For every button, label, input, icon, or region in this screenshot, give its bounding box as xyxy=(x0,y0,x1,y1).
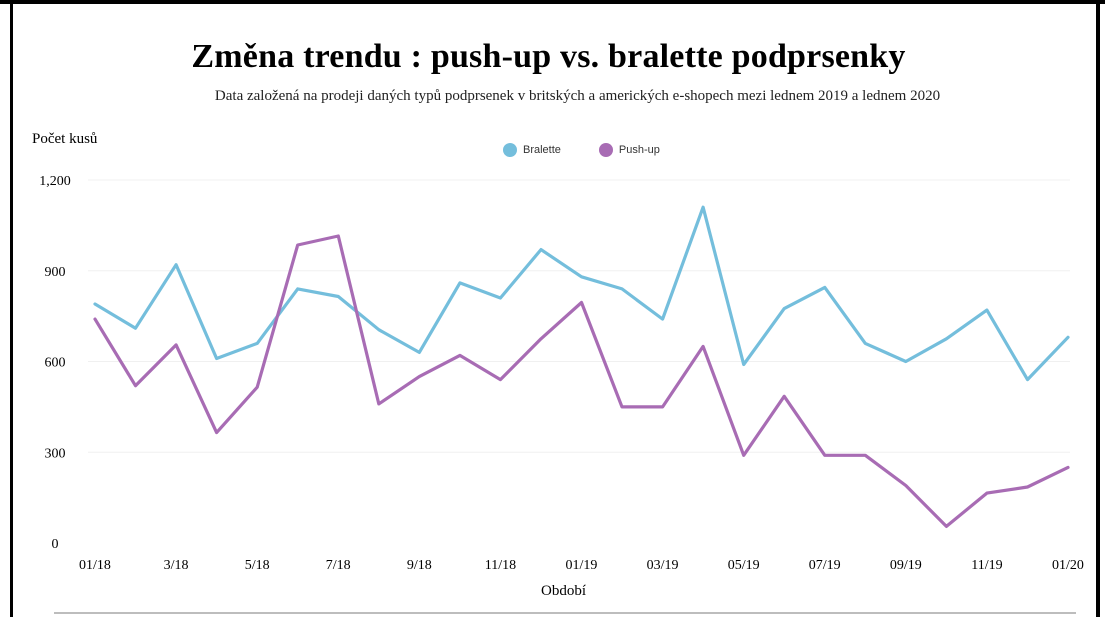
series-line-push-up xyxy=(93,234,1070,529)
x-tick-label: 3/18 xyxy=(164,558,189,573)
x-tick-label: 05/19 xyxy=(728,558,760,573)
legend-item-push-up[interactable]: Push-up xyxy=(598,143,660,157)
x-tick-label: 7/18 xyxy=(326,558,351,573)
series-line-bralette xyxy=(93,205,1070,382)
x-tick-label: 01/20 xyxy=(1052,558,1084,573)
y-tick-label: 900 xyxy=(45,265,66,280)
x-tick-label: 01/19 xyxy=(566,558,598,573)
frame-left-border xyxy=(10,0,13,617)
y-tick-label: 300 xyxy=(45,446,66,461)
chart-title: Změna trendu : push-up vs. bralette podp… xyxy=(191,38,906,75)
x-axis-label: Období xyxy=(541,583,586,599)
x-tick-label: 01/18 xyxy=(79,558,111,573)
x-tick-label: 9/18 xyxy=(407,558,432,573)
chart-legend: Bralette Push-up xyxy=(503,143,698,157)
x-tick-label: 07/19 xyxy=(809,558,841,573)
frame-top-border xyxy=(0,0,1105,4)
x-tick-label: 11/18 xyxy=(485,558,516,573)
chart-subtitle: Data založená na prodeji daných typů pod… xyxy=(214,88,941,104)
legend-label-bralette: Bralette xyxy=(523,144,561,156)
x-tick-label: 09/19 xyxy=(890,558,922,573)
y-tick-label: 0 xyxy=(52,537,59,552)
y-tick-label: 1,200 xyxy=(39,174,71,189)
y-axis-label: Počet kusů xyxy=(32,131,98,147)
x-tick-label: 5/18 xyxy=(245,558,270,573)
legend-label-push-up: Push-up xyxy=(618,144,660,156)
legend-marker-push-up xyxy=(598,143,613,157)
x-tick-label: 11/19 xyxy=(971,558,1002,573)
frame-right-border xyxy=(1096,0,1100,617)
frame-bottom-rule xyxy=(54,612,1076,614)
y-tick-label: 600 xyxy=(45,356,66,371)
legend-marker-bralette xyxy=(503,143,517,157)
legend-item-bralette[interactable]: Bralette xyxy=(503,143,561,157)
x-tick-label: 03/19 xyxy=(647,558,679,573)
